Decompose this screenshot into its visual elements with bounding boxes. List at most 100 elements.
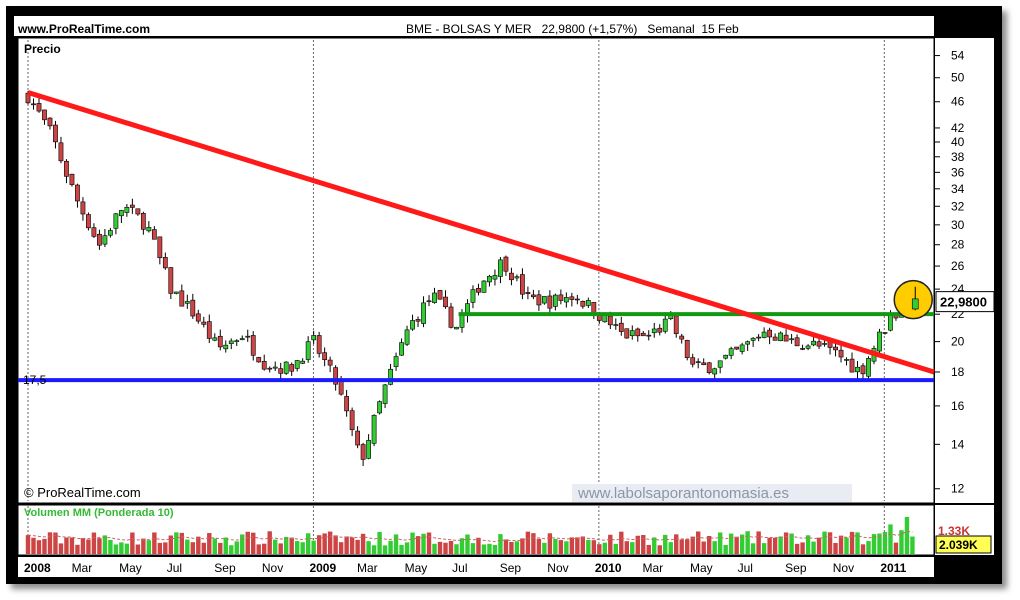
candle: [772, 333, 778, 341]
volume-bar: [580, 536, 586, 554]
volume-bar: [778, 536, 783, 554]
volume-bar: [822, 531, 827, 554]
candle: [162, 252, 168, 270]
volume-bar: [558, 540, 564, 554]
candle: [789, 333, 794, 344]
volume-bar: [827, 532, 833, 554]
candle: [531, 289, 536, 300]
volume-bar: [641, 535, 646, 554]
candle: [360, 442, 366, 466]
volume-bar: [910, 536, 915, 554]
candle: [756, 334, 762, 342]
volume-bar: [663, 534, 668, 554]
volume-bar: [465, 534, 470, 554]
volume-bar: [800, 542, 805, 554]
volume-bar: [360, 533, 366, 554]
candle: [80, 197, 86, 221]
candle: [278, 362, 284, 381]
candle: [635, 327, 641, 342]
volume-bar: [487, 543, 492, 554]
copyright-label: © ProRealTime.com: [24, 485, 141, 500]
time-tick-label: 2010: [595, 561, 622, 575]
candle: [245, 329, 251, 342]
volume-bar: [207, 533, 212, 554]
volume-bar: [31, 537, 36, 554]
candle: [184, 294, 190, 309]
site-header[interactable]: www.ProRealTime.com: [17, 22, 150, 36]
volume-bar: [564, 541, 569, 554]
volume-bar: [421, 533, 426, 554]
volume-bar: [152, 532, 157, 554]
volume-bar: [855, 532, 860, 554]
candle: [327, 356, 333, 373]
time-tick-label: 2011: [880, 561, 906, 575]
candle: [745, 340, 751, 351]
candle: [646, 330, 652, 341]
volume-bar: [492, 544, 498, 554]
candle: [520, 268, 525, 300]
volume-bar: [349, 537, 355, 554]
candle: [712, 367, 718, 380]
candle: [618, 316, 624, 336]
volume-bar: [503, 539, 509, 554]
volume-panel-label: Volumen MM (Ponderada 10): [24, 507, 174, 519]
volume-bar: [679, 539, 684, 554]
volume-bar: [168, 535, 174, 554]
volume-bar: [586, 539, 591, 554]
last-volume-tag-box: [935, 535, 992, 554]
candle: [552, 293, 558, 311]
candle: [404, 325, 410, 347]
candle: [580, 300, 586, 309]
volume-bar: [498, 534, 503, 554]
volume-bar: [509, 542, 514, 554]
candle: [860, 363, 866, 379]
candle: [443, 290, 448, 309]
candle: [574, 294, 580, 305]
price-axis-bg: [935, 38, 994, 503]
candle: [316, 331, 322, 358]
candle: [146, 221, 152, 233]
candle: [289, 362, 295, 376]
volume-bar: [36, 540, 42, 554]
volume-bar: [536, 538, 542, 554]
volume-bar: [185, 539, 190, 554]
candle: [283, 361, 289, 375]
volume-bar: [135, 544, 141, 554]
volume-bar: [602, 542, 608, 554]
candle: [140, 211, 146, 235]
volume-bar: [459, 538, 465, 554]
candle: [267, 366, 273, 373]
price-tick-label: 42: [951, 121, 965, 135]
candle: [882, 332, 888, 335]
volume-bar: [80, 538, 86, 554]
volume-bar: [25, 535, 31, 554]
candle: [657, 324, 663, 336]
candle: [366, 434, 371, 460]
price-panel[interactable]: [17, 37, 935, 504]
candle: [113, 212, 119, 235]
downtrend-line[interactable]: [27, 90, 935, 375]
candle: [536, 290, 542, 311]
candle: [261, 354, 267, 371]
time-tick-label: Mar: [642, 561, 663, 575]
time-tick-label: Jul: [738, 561, 753, 575]
candle: [761, 327, 767, 339]
volume-average-tag: 1.33K: [938, 524, 970, 538]
price-panel-label: Precio: [24, 42, 61, 56]
volume-bar: [701, 541, 706, 554]
volume-bar: [706, 536, 712, 554]
candle: [695, 358, 701, 369]
volume-bar: [157, 542, 163, 554]
volume-bar: [234, 541, 239, 554]
volume-bar: [805, 535, 811, 554]
candle: [454, 326, 459, 330]
volume-bar: [739, 534, 745, 554]
candle: [223, 340, 229, 353]
price-tick-label: 38: [951, 150, 965, 164]
candle: [805, 344, 811, 351]
watermark[interactable]: www.labolsaporantonomasia.es: [577, 485, 789, 502]
volume-bar: [190, 542, 196, 554]
candle: [679, 333, 685, 344]
volume-bar: [316, 535, 322, 554]
volume-bar: [646, 544, 651, 554]
